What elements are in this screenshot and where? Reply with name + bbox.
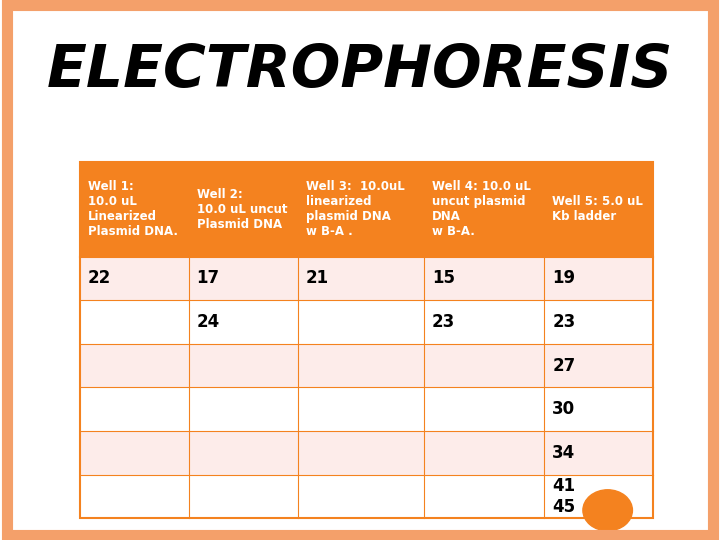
Text: 23: 23	[432, 313, 455, 331]
Text: 30: 30	[552, 400, 575, 418]
FancyBboxPatch shape	[80, 344, 653, 388]
Text: 17: 17	[197, 269, 220, 287]
Text: Well 4: 10.0 uL
uncut plasmid
DNA
w B-A.: Well 4: 10.0 uL uncut plasmid DNA w B-A.	[432, 180, 531, 238]
Text: 27: 27	[552, 356, 575, 375]
Text: 22: 22	[88, 269, 111, 287]
Text: Well 2:
10.0 uL uncut
Plasmid DNA: Well 2: 10.0 uL uncut Plasmid DNA	[197, 188, 287, 231]
FancyBboxPatch shape	[80, 162, 653, 256]
Text: 21: 21	[305, 269, 328, 287]
Text: 19: 19	[552, 269, 575, 287]
Text: 41
45: 41 45	[552, 477, 575, 516]
Text: ELECTROPHORESIS: ELECTROPHORESIS	[47, 42, 673, 99]
Text: Well 3:  10.0uL
linearized
plasmid DNA
w B-A .: Well 3: 10.0uL linearized plasmid DNA w …	[305, 180, 404, 238]
Text: 15: 15	[432, 269, 455, 287]
FancyBboxPatch shape	[80, 388, 653, 431]
Text: 23: 23	[552, 313, 575, 331]
FancyBboxPatch shape	[80, 475, 653, 518]
Text: Well 5: 5.0 uL
Kb ladder: Well 5: 5.0 uL Kb ladder	[552, 195, 643, 223]
FancyBboxPatch shape	[80, 431, 653, 475]
Text: 34: 34	[552, 444, 575, 462]
FancyBboxPatch shape	[80, 256, 653, 300]
FancyBboxPatch shape	[80, 300, 653, 344]
Circle shape	[583, 490, 632, 531]
Text: 24: 24	[197, 313, 220, 331]
Text: Well 1:
10.0 uL
Linearized
Plasmid DNA.: Well 1: 10.0 uL Linearized Plasmid DNA.	[88, 180, 178, 238]
